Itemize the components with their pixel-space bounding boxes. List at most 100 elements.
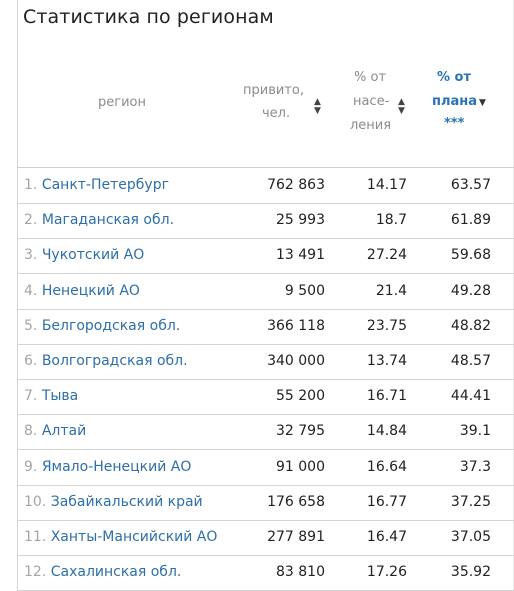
table-row: 1. Санкт-Петербург 762 863 14.17 63.57 [18, 168, 514, 204]
region-link[interactable]: Белгородская обл. [41, 317, 181, 334]
region-link[interactable]: Ханты-Мансийский АО [50, 529, 218, 545]
row-number: 6. [24, 353, 38, 369]
page-title: Статистика по регионам [23, 6, 274, 28]
pct-population-cell: 16.71 [366, 388, 407, 405]
vaccinated-cell: 25 993 [276, 212, 325, 229]
pct-plan-cell: 48.57 [450, 353, 491, 369]
table-row: 6. Волгоградская обл. 340 000 13.74 48.57 [18, 344, 514, 380]
region-cell[interactable]: 9. Ямало-Ненецкий АО [24, 450, 191, 485]
vaccinated-cell: 366 118 [267, 317, 325, 334]
sort-desc-icon[interactable]: ▼ [479, 98, 486, 108]
table-row: 8. Алтай 32 795 14.84 39.1 [18, 414, 514, 451]
region-link[interactable]: Санкт-Петербург [41, 177, 169, 193]
table-row: 12. Сахалинская обл. 83 810 17.26 35.92 [18, 555, 514, 591]
pct-population-cell: 16.47 [366, 529, 407, 545]
header-divider [18, 167, 514, 168]
region-link[interactable]: Алтай [41, 423, 87, 440]
region-cell[interactable]: 4. Ненецкий АО [24, 274, 140, 309]
pct-population-cell: 23.75 [366, 317, 407, 334]
vaccinated-cell: 340 000 [267, 353, 325, 369]
row-number: 8. [24, 423, 38, 440]
region-cell[interactable]: 1. Санкт-Петербург [24, 168, 169, 203]
pct-population-cell: 17.26 [366, 564, 407, 581]
table-row: 7. Тыва 55 200 16.71 44.41 [18, 379, 514, 416]
region-cell[interactable]: 2. Магаданская обл. [24, 203, 174, 238]
region-cell[interactable]: 3. Чукотский АО [24, 238, 144, 273]
table-row: 9. Ямало-Ненецкий АО 91 000 16.64 37.3 [18, 450, 514, 486]
region-cell[interactable]: 7. Тыва [24, 379, 78, 414]
vaccinated-cell: 277 891 [267, 529, 325, 545]
pct-population-cell: 18.7 [375, 212, 407, 229]
row-number: 2. [24, 212, 38, 229]
sort-both-icon[interactable]: ▲ ▼ [314, 97, 321, 116]
table-row: 10. Забайкальский край 176 658 16.77 37.25 [18, 485, 514, 521]
pct-population-cell: 14.17 [366, 177, 407, 193]
pct-plan-cell: 35.92 [450, 564, 491, 581]
column-header-pop-line3: ления [350, 118, 392, 133]
row-number: 3. [24, 247, 38, 264]
region-link[interactable]: Чукотский АО [41, 247, 145, 264]
region-link[interactable]: Сахалинская обл. [50, 564, 182, 581]
region-cell[interactable]: 8. Алтай [24, 414, 86, 449]
vaccinated-cell: 91 000 [276, 458, 325, 475]
pct-population-cell: 16.64 [366, 458, 407, 475]
vaccinated-cell: 762 863 [267, 177, 325, 193]
pct-population-cell: 27.24 [366, 247, 407, 264]
column-header-pop-line1: % от [354, 70, 387, 85]
table-row: 5. Белгородская обл. 366 118 23.75 48.82 [18, 309, 514, 345]
sort-both-icon[interactable]: ▲ ▼ [398, 97, 405, 116]
region-link[interactable]: Забайкальский край [50, 493, 203, 510]
vaccinated-cell: 9 500 [284, 282, 325, 299]
pct-plan-cell: 37.05 [450, 529, 491, 545]
region-link[interactable]: Ненецкий АО [41, 282, 140, 299]
pct-plan-cell: 39.1 [459, 423, 491, 440]
row-number: 11. [24, 529, 47, 545]
row-number: 9. [24, 458, 38, 475]
pct-plan-cell: 44.41 [450, 388, 491, 405]
pct-plan-cell: 37.25 [450, 493, 491, 510]
region-link[interactable]: Магаданская обл. [41, 212, 175, 229]
row-number: 12. [24, 564, 47, 581]
region-link[interactable]: Волгоградская обл. [41, 353, 188, 369]
column-header-pop-line2: насе- [353, 94, 390, 109]
row-number: 5. [24, 317, 38, 334]
table-row: 11. Ханты-Мансийский АО 277 891 16.47 37.05 [18, 520, 514, 556]
column-header-plan-line3: *** [444, 116, 465, 131]
left-divider [17, 0, 18, 591]
table-row: 4. Ненецкий АО 9 500 21.4 49.28 [18, 274, 514, 310]
pct-population-cell: 21.4 [375, 282, 407, 299]
vaccinated-cell: 83 810 [276, 564, 325, 581]
column-header-region[interactable]: регион [98, 92, 146, 114]
pct-plan-cell: 48.82 [450, 317, 491, 334]
region-link[interactable]: Тыва [41, 388, 79, 405]
region-cell[interactable]: 11. Ханты-Мансийский АО [24, 520, 217, 555]
pct-population-cell: 13.74 [366, 353, 407, 369]
vaccinated-cell: 13 491 [276, 247, 325, 264]
pct-plan-cell: 49.28 [450, 282, 491, 299]
table-row: 2. Магаданская обл. 25 993 18.7 61.89 [18, 203, 514, 240]
row-number: 1. [24, 177, 38, 193]
column-header-plan-line2: плана [432, 94, 478, 109]
pct-plan-cell: 37.3 [459, 458, 491, 475]
column-header-region-label: регион [98, 95, 146, 110]
region-cell[interactable]: 5. Белгородская обл. [24, 309, 180, 344]
row-number: 7. [24, 388, 38, 405]
vaccinated-cell: 55 200 [276, 388, 325, 405]
pct-plan-cell: 63.57 [450, 177, 491, 193]
pct-plan-cell: 61.89 [450, 212, 491, 229]
column-header-plan-line1: % от [437, 70, 472, 85]
region-cell[interactable]: 6. Волгоградская обл. [24, 344, 188, 379]
vaccinated-cell: 176 658 [267, 493, 325, 510]
pct-population-cell: 14.84 [366, 423, 407, 440]
table-row: 3. Чукотский АО 13 491 27.24 59.68 [18, 238, 514, 275]
row-number: 10. [24, 493, 47, 510]
column-header-vaccinated-line1: привито, [243, 83, 304, 98]
region-cell[interactable]: 10. Забайкальский край [24, 485, 203, 520]
row-number: 4. [24, 282, 38, 299]
vaccinated-cell: 32 795 [276, 423, 325, 440]
pct-population-cell: 16.77 [366, 493, 407, 510]
column-header-vaccinated-line2: чел. [262, 106, 291, 121]
pct-plan-cell: 59.68 [450, 247, 491, 264]
region-cell[interactable]: 12. Сахалинская обл. [24, 555, 181, 590]
region-link[interactable]: Ямало-Ненецкий АО [41, 458, 192, 475]
